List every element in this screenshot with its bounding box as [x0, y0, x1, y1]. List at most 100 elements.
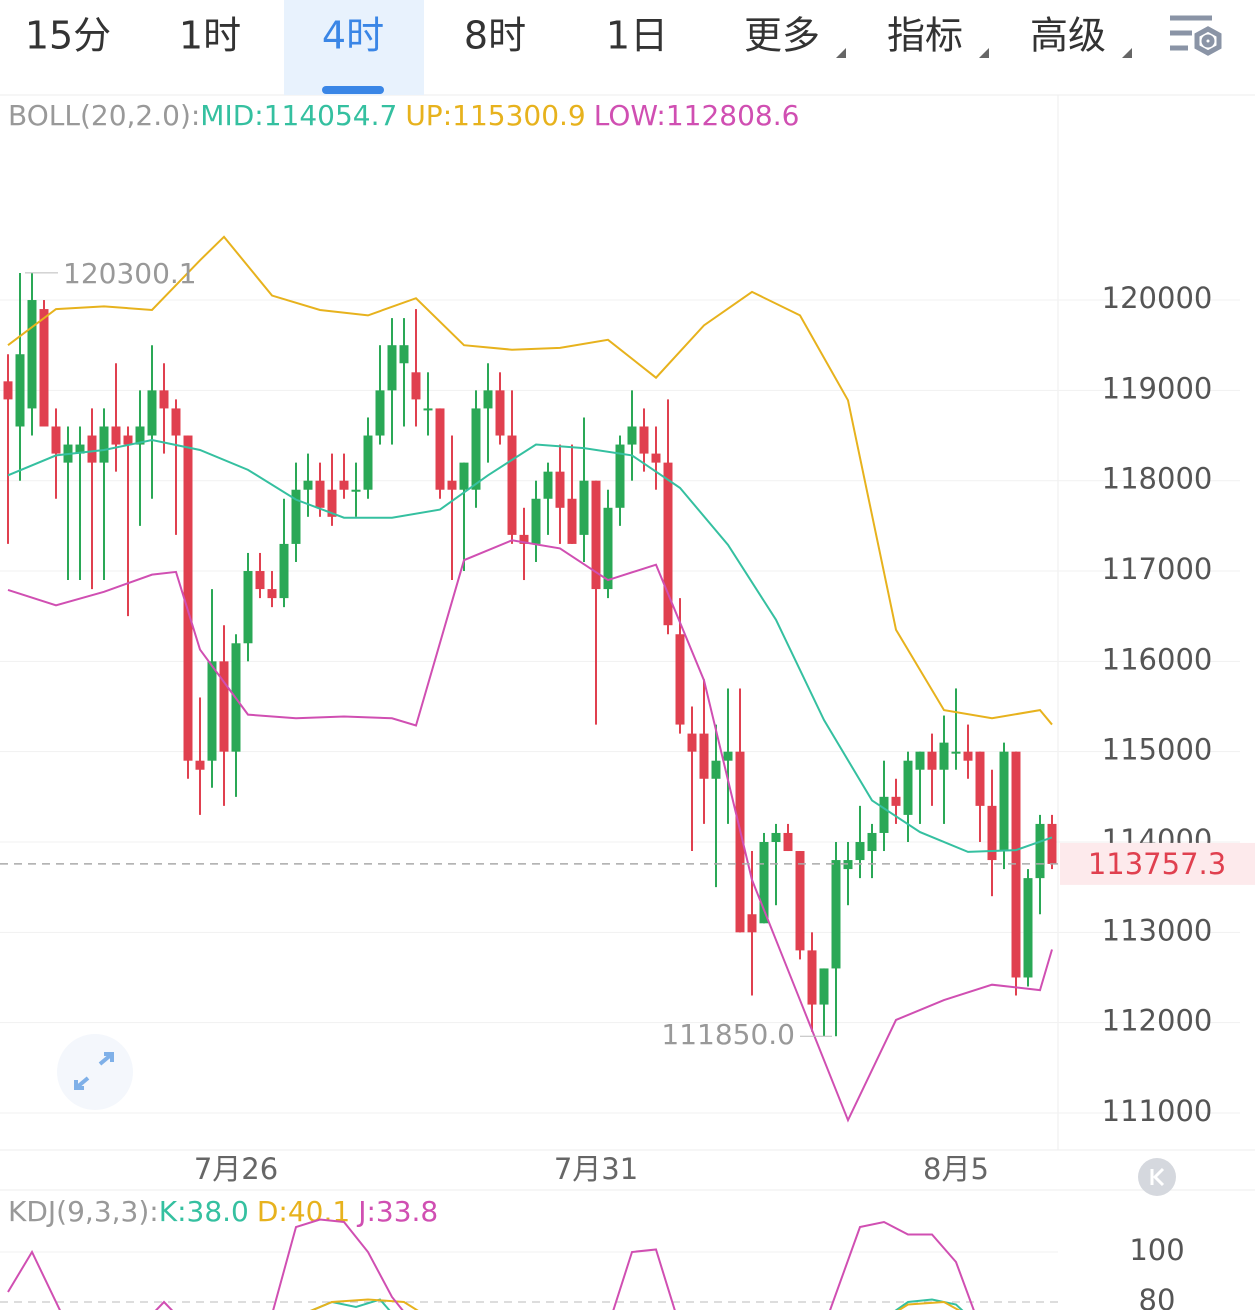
- candle-body: [879, 796, 889, 833]
- candle-body: [483, 390, 493, 409]
- candle-body: [459, 462, 469, 490]
- y-tick-label: 116000: [1102, 642, 1213, 676]
- y-tick-label: 119000: [1102, 371, 1213, 405]
- legend-item: KDJ(9,3,3):: [8, 1195, 159, 1228]
- tab[interactable]: 1日: [606, 14, 668, 58]
- y-tick-label: 115000: [1102, 733, 1213, 767]
- dropdown-caret: [979, 48, 989, 58]
- legend-item: BOLL(20,2.0):: [8, 99, 200, 132]
- candle-body: [27, 300, 37, 409]
- candle-body: [723, 751, 733, 761]
- tab[interactable]: 1时: [179, 14, 241, 58]
- tab-bar: [0, 0, 1255, 95]
- indicator-line: [7, 439, 1053, 853]
- legend-item: D:40.1: [257, 1195, 350, 1228]
- candle-body: [759, 841, 769, 924]
- max-label: 120300.1: [63, 257, 197, 290]
- active-tab-indicator: [322, 86, 384, 94]
- scroll-end-button[interactable]: [1138, 1158, 1176, 1196]
- tab[interactable]: 8时: [464, 14, 526, 58]
- tab[interactable]: 高级: [1030, 14, 1106, 58]
- tab[interactable]: 15分: [25, 14, 111, 58]
- candle-body: [687, 733, 697, 752]
- candle-body: [183, 435, 193, 761]
- candle-body: [87, 435, 97, 463]
- candle-body: [951, 751, 961, 754]
- candle-body: [699, 733, 709, 779]
- candle-body: [927, 751, 937, 770]
- candle-body: [399, 345, 409, 364]
- y-tick-label: 117000: [1102, 552, 1213, 586]
- candle-body: [639, 426, 649, 454]
- indicator-legend: KDJ(9,3,3):K:38.0 D:40.1 J:33.8: [8, 1195, 438, 1228]
- indicator-line: [7, 539, 1053, 1123]
- y-tick-label: 120000: [1102, 281, 1213, 315]
- candle-body: [591, 480, 601, 590]
- candle-body: [495, 390, 505, 436]
- candle-body: [999, 751, 1009, 852]
- candle-body: [891, 796, 901, 806]
- candle-body: [123, 435, 133, 445]
- legend-item: J:33.8: [356, 1195, 438, 1228]
- candle-body: [819, 968, 829, 1005]
- candle-body: [1023, 878, 1033, 978]
- candle-body: [471, 408, 481, 490]
- candle-body: [75, 444, 85, 454]
- candle-body: [447, 480, 457, 490]
- y-tick-label: 100: [1129, 1233, 1184, 1267]
- candle-body: [795, 851, 805, 951]
- legend-item: UP:115300.9: [405, 99, 585, 132]
- candle-body: [735, 751, 745, 933]
- candle-body: [195, 760, 205, 770]
- candle-body: [663, 462, 673, 626]
- tab[interactable]: 更多: [744, 14, 820, 58]
- indicator-line: [7, 235, 1053, 726]
- candle-body: [1035, 823, 1045, 879]
- candle-body: [531, 498, 541, 544]
- candle-body: [807, 950, 817, 1005]
- candle-body: [771, 832, 781, 842]
- candle-body: [255, 571, 265, 590]
- tab[interactable]: 指标: [887, 14, 963, 58]
- candle-body: [39, 309, 49, 427]
- candle-body: [615, 444, 625, 508]
- candle-body: [543, 471, 553, 499]
- candle-body: [831, 860, 841, 969]
- x-tick-label: 8月5: [923, 1152, 989, 1186]
- y-tick-label: 111000: [1102, 1094, 1213, 1128]
- legend-item: LOW:112808.6: [594, 99, 800, 132]
- candle-body: [783, 832, 793, 852]
- x-tick-label: 7月26: [194, 1152, 278, 1186]
- candle-body: [915, 751, 925, 770]
- candle-body: [147, 390, 157, 436]
- candle-body: [51, 426, 61, 454]
- candle-body: [555, 471, 565, 508]
- settings-icon[interactable]: [1170, 15, 1222, 56]
- candle-body: [363, 435, 373, 490]
- candle-body: [219, 661, 229, 752]
- plot-area: [3, 235, 1057, 1123]
- candle-body: [855, 841, 865, 861]
- candle-body: [567, 498, 577, 544]
- tab[interactable]: 4时: [322, 14, 384, 58]
- candle-body: [279, 543, 289, 599]
- y-tick-label: 118000: [1102, 462, 1213, 496]
- indicator-line: [310, 1298, 961, 1310]
- candle-body: [627, 426, 637, 445]
- candle-body: [159, 390, 169, 409]
- candle-body: [315, 480, 325, 508]
- candle-body: [423, 408, 433, 411]
- candle-body: [375, 390, 385, 436]
- candle-body: [435, 408, 445, 490]
- candle-body: [963, 751, 973, 761]
- y-tick-label: 113000: [1102, 913, 1213, 947]
- candle-body: [351, 489, 361, 492]
- candle-body: [903, 760, 913, 815]
- expand-button[interactable]: [57, 1034, 133, 1110]
- candle-body: [675, 634, 685, 725]
- candle-body: [291, 489, 301, 544]
- candle-body: [207, 661, 217, 761]
- candle-body: [111, 426, 121, 445]
- y-tick-label: 80: [1139, 1283, 1176, 1310]
